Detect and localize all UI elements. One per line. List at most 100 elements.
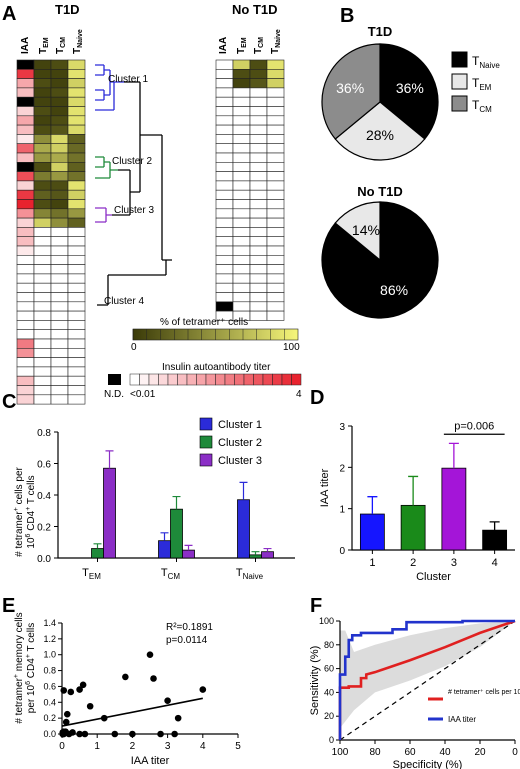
heatmap-cell (33, 69, 52, 79)
heatmap-cell (67, 236, 86, 247)
heatmap-cell (266, 301, 285, 312)
pie-legend: TNaive TEM TCM (451, 51, 500, 114)
heatmap-cell (215, 171, 234, 182)
e-point (86, 702, 94, 710)
scale-iaa-cell (281, 373, 292, 386)
heatmap-cell (215, 124, 234, 135)
heatmap-cell (249, 310, 268, 321)
e-xtick-label: 2 (130, 741, 136, 752)
heatmap-cell (266, 199, 285, 210)
heatmap-cell (16, 347, 35, 358)
e-axis (61, 623, 238, 735)
col-header-tnaive-not1d: TNaive (270, 29, 282, 54)
e-xtick-label: 5 (235, 741, 241, 752)
heatmap-cell (67, 338, 86, 349)
e-ytick-label: 0.8 (43, 666, 56, 676)
heatmap-cell (232, 143, 251, 154)
heatmap-cell (67, 106, 86, 117)
c-xtick-label: TNaive (236, 567, 264, 581)
d-xtick-label: 1 (369, 557, 375, 569)
e-xtick-label: 1 (94, 741, 100, 752)
heatmap-cell (16, 87, 35, 98)
heatmap-cell (50, 189, 69, 200)
heatmap-cell (16, 115, 35, 126)
heatmap-cell (249, 69, 268, 79)
heatmap-cell (249, 180, 268, 191)
heatmap-cell (249, 134, 268, 144)
pie-value-label: 14% (352, 222, 380, 238)
heatmap-cell (67, 87, 86, 98)
heatmap-cell (16, 189, 35, 200)
d-bar (359, 513, 385, 551)
heatmap-cell (33, 78, 52, 89)
heatmap-cell (232, 180, 251, 191)
heatmap-cell (33, 282, 52, 293)
d-errorbar (367, 496, 378, 515)
d-ytick-label: 2 (339, 463, 345, 474)
heatmap-cell (33, 171, 52, 182)
scale-percent-title: % of tetramer⁺ cells (160, 317, 248, 328)
heatmap-cell (16, 366, 35, 377)
c-errorbar (93, 543, 102, 549)
heatmap-cell (215, 292, 234, 303)
c-xtick-label: TCM (161, 567, 181, 581)
c-bar (182, 549, 195, 559)
heatmap-cell (33, 124, 52, 135)
heatmap-cell (67, 320, 86, 330)
e-ytick-label: 0.2 (43, 713, 56, 723)
heatmap-cell (266, 217, 285, 228)
f-xtick-label: 20 (474, 747, 486, 758)
cluster-1-label: Cluster 1 (108, 74, 148, 85)
scale-iaa-min: <0.01 (130, 389, 156, 400)
e-point (60, 687, 68, 694)
e-point (199, 686, 207, 693)
f-ytick-label: 40 (324, 687, 334, 697)
scale-percent-bar (132, 328, 299, 341)
scale-iaa-cell (167, 373, 178, 386)
heatmap-cell (16, 143, 35, 154)
scale-iaa-cell (291, 373, 302, 386)
heatmap-cell (266, 78, 285, 89)
heatmap-cell (33, 273, 52, 284)
heatmap-cell (50, 87, 69, 98)
e-ylabel: # tetramer+ memory cells (13, 612, 25, 723)
f-xtick-label: 40 (439, 747, 451, 758)
heatmap-cell (16, 264, 35, 275)
scale-iaa-cell (196, 373, 207, 386)
c-legend-swatch (199, 435, 213, 449)
heatmap-t1d (16, 59, 86, 405)
col-header-tnaive: TNaive (72, 29, 84, 54)
col-header-tcm-not1d: TCM (253, 37, 265, 54)
heatmap-cell (50, 394, 69, 405)
heatmap-cell (215, 87, 234, 98)
panel-label-b: B (340, 5, 354, 27)
heatmap-cell (215, 106, 234, 117)
heatmap-cell (215, 152, 234, 163)
heatmap-cell (16, 59, 35, 70)
heatmap-cell (232, 189, 251, 200)
c-bar (103, 467, 116, 559)
heatmap-cell (50, 385, 69, 396)
heatmap-cell (232, 292, 251, 303)
e-point (129, 730, 136, 738)
heatmap-cell (215, 255, 234, 265)
heatmap-cell (266, 152, 285, 163)
scale-percent-max: 100 (283, 342, 300, 353)
heatmap-cell (232, 96, 251, 107)
e-point (111, 730, 119, 738)
heatmap-cell (266, 264, 285, 275)
d-xlabel: Cluster (416, 571, 451, 583)
heatmap-cell (266, 124, 285, 135)
legend-label-tcm: TCM (472, 98, 492, 114)
heatmap-cell (249, 264, 268, 275)
scale-iaa-cell (148, 373, 159, 386)
scale-iaa-title: Insulin autoantibody titer (162, 362, 271, 373)
heatmap-cell (33, 245, 52, 256)
heatmap-cell (16, 329, 35, 340)
scale-iaa-nd: N.D. (104, 389, 124, 400)
heatmap-cell (33, 106, 52, 117)
c-ylabel: # tetramer+ cells per (13, 466, 25, 556)
scale-iaa-cell (262, 373, 273, 386)
heatmap-cell (16, 217, 35, 228)
d-bar (400, 504, 426, 551)
